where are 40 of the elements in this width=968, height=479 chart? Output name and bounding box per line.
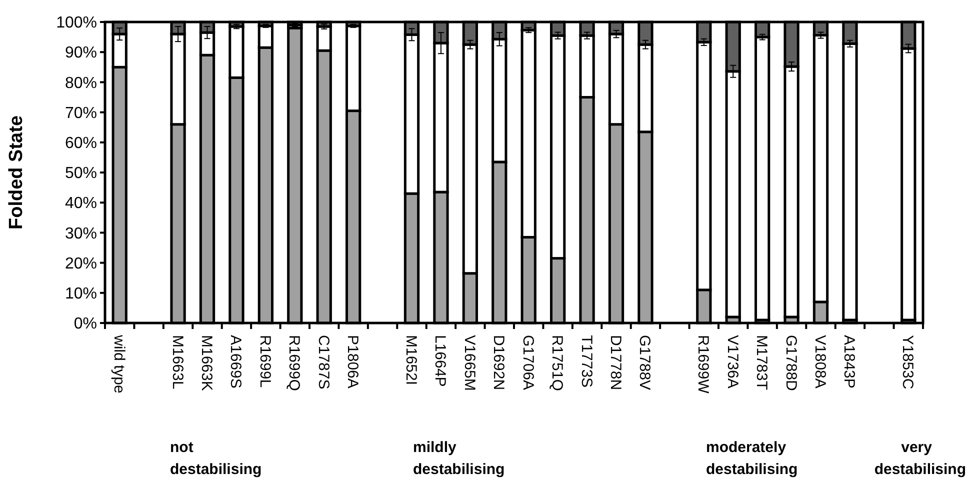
y-tick-label: 60% bbox=[64, 135, 97, 152]
y-tick-label: 30% bbox=[64, 225, 97, 242]
y-tick-label: 50% bbox=[64, 165, 97, 182]
y-tick-label: 90% bbox=[64, 44, 97, 62]
text: mildly destabilising bbox=[413, 439, 505, 478]
x-tick-label: Y1853C bbox=[899, 335, 916, 390]
y-tick-label: 80% bbox=[64, 74, 97, 92]
x-tick-label: V1808A bbox=[812, 335, 828, 388]
x-tick-label: G1788V bbox=[636, 335, 654, 390]
text: very destabilising bbox=[874, 439, 966, 478]
x-tick-label: A1843P bbox=[840, 335, 858, 388]
x-tick-label: V1736A bbox=[724, 335, 741, 388]
x-tick-label: V1665M bbox=[460, 335, 478, 391]
x-tick-label: M1663L bbox=[168, 335, 186, 390]
x-tick-label: D1692N bbox=[490, 335, 508, 390]
x-tick-label: M1652I bbox=[402, 335, 420, 386]
y-tick-label: 70% bbox=[64, 104, 97, 122]
text: not destabilising bbox=[170, 439, 262, 478]
x-tick-label: D1778N bbox=[607, 335, 624, 390]
y-tick-label: 100% bbox=[56, 14, 97, 32]
y-tick-label: 40% bbox=[64, 195, 97, 212]
x-tick-label: M1663K bbox=[198, 335, 215, 391]
y-tick-label: 10% bbox=[64, 286, 97, 302]
x-tick-label: C1787S bbox=[314, 335, 332, 390]
y-tick-label: 20% bbox=[64, 255, 97, 272]
x-tick-label: R1699Q bbox=[286, 335, 303, 391]
x-tick-label: R1699L bbox=[256, 335, 274, 388]
x-tick-label: A1669S bbox=[227, 335, 244, 388]
x-tick-label: G1706A bbox=[519, 335, 536, 390]
x-tick-label: L1664P bbox=[432, 335, 449, 387]
x-tick-label: R1751Q bbox=[548, 335, 566, 391]
x-tick-label: M1783T bbox=[753, 335, 770, 390]
x-tick-label: T1773S bbox=[578, 335, 595, 388]
text: moderately destabilising bbox=[706, 439, 798, 478]
x-tick-label: G1788D bbox=[782, 335, 800, 392]
y-axis-title: Folded State bbox=[6, 115, 27, 230]
x-tick-label: P1806A bbox=[344, 335, 362, 388]
x-tick-label: R1699W bbox=[694, 335, 712, 394]
y-tick-label: 0% bbox=[74, 316, 97, 333]
x-tick-label: wild type bbox=[110, 334, 128, 394]
